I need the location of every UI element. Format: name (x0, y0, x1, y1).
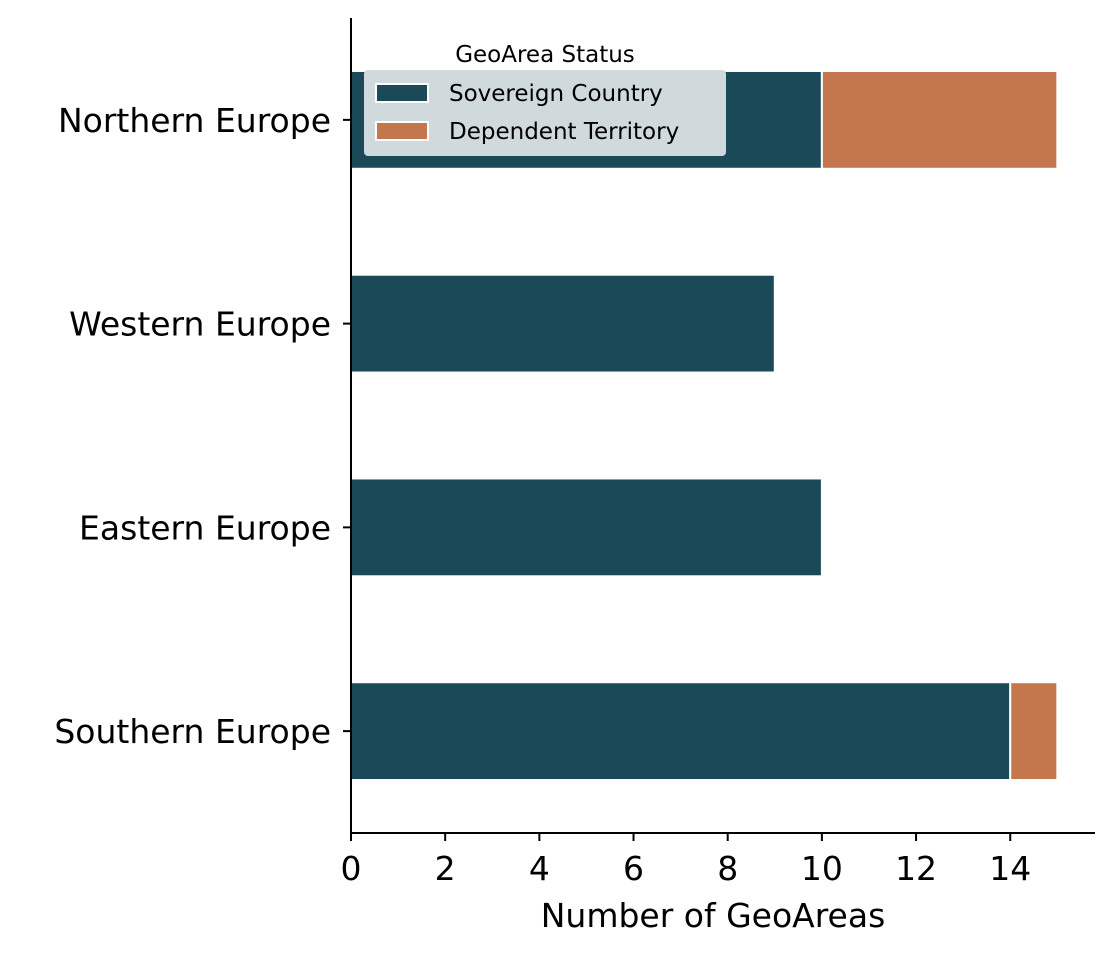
x-tick-label: 6 (623, 849, 644, 888)
legend-title: GeoArea Status (455, 42, 635, 68)
x-tick-label: 12 (895, 849, 937, 888)
x-tick-label: 8 (717, 849, 738, 888)
x-tick-label: 0 (341, 849, 362, 888)
y-tick-label: Western Europe (69, 305, 331, 344)
legend-entries: Sovereign Country Dependent Territory (375, 81, 679, 145)
legend-box (364, 70, 726, 156)
bars-layer (350, 69, 1059, 782)
bar-segment-dependent-3 (1009, 681, 1059, 782)
x-tick-label: 4 (529, 849, 550, 888)
legend-label-sovereign: Sovereign Country (449, 81, 663, 107)
y-tick-label: Northern Europe (58, 101, 331, 140)
legend-swatch-sovereign (375, 83, 429, 103)
x-tick-label: 2 (435, 849, 456, 888)
x-tick-label: 10 (801, 849, 843, 888)
x-axis-title: Number of GeoAreas (541, 896, 886, 935)
x-tick-label: 14 (989, 849, 1031, 888)
axes-layer: 0 2 4 6 8 10 12 14 Northern Europe Western Europ… (54, 18, 1095, 935)
x-ticks: 0 2 4 6 8 10 12 14 (341, 833, 1031, 888)
bar-segment-sovereign-1 (350, 273, 776, 374)
legend: GeoArea Status Sovereign Country Dependen… (364, 42, 726, 156)
legend-label-dependent: Dependent Territory (449, 119, 679, 145)
y-ticks: Northern Europe Western Europe Eastern Eur… (54, 101, 351, 751)
bar-segment-sovereign-3 (350, 681, 1012, 782)
y-tick-label: Eastern Europe (79, 508, 331, 547)
bar-segment-dependent-0 (820, 69, 1059, 170)
legend-swatch-dependent (375, 121, 429, 141)
bar-segment-sovereign-2 (350, 477, 823, 578)
y-tick-label: Southern Europe (54, 712, 331, 751)
